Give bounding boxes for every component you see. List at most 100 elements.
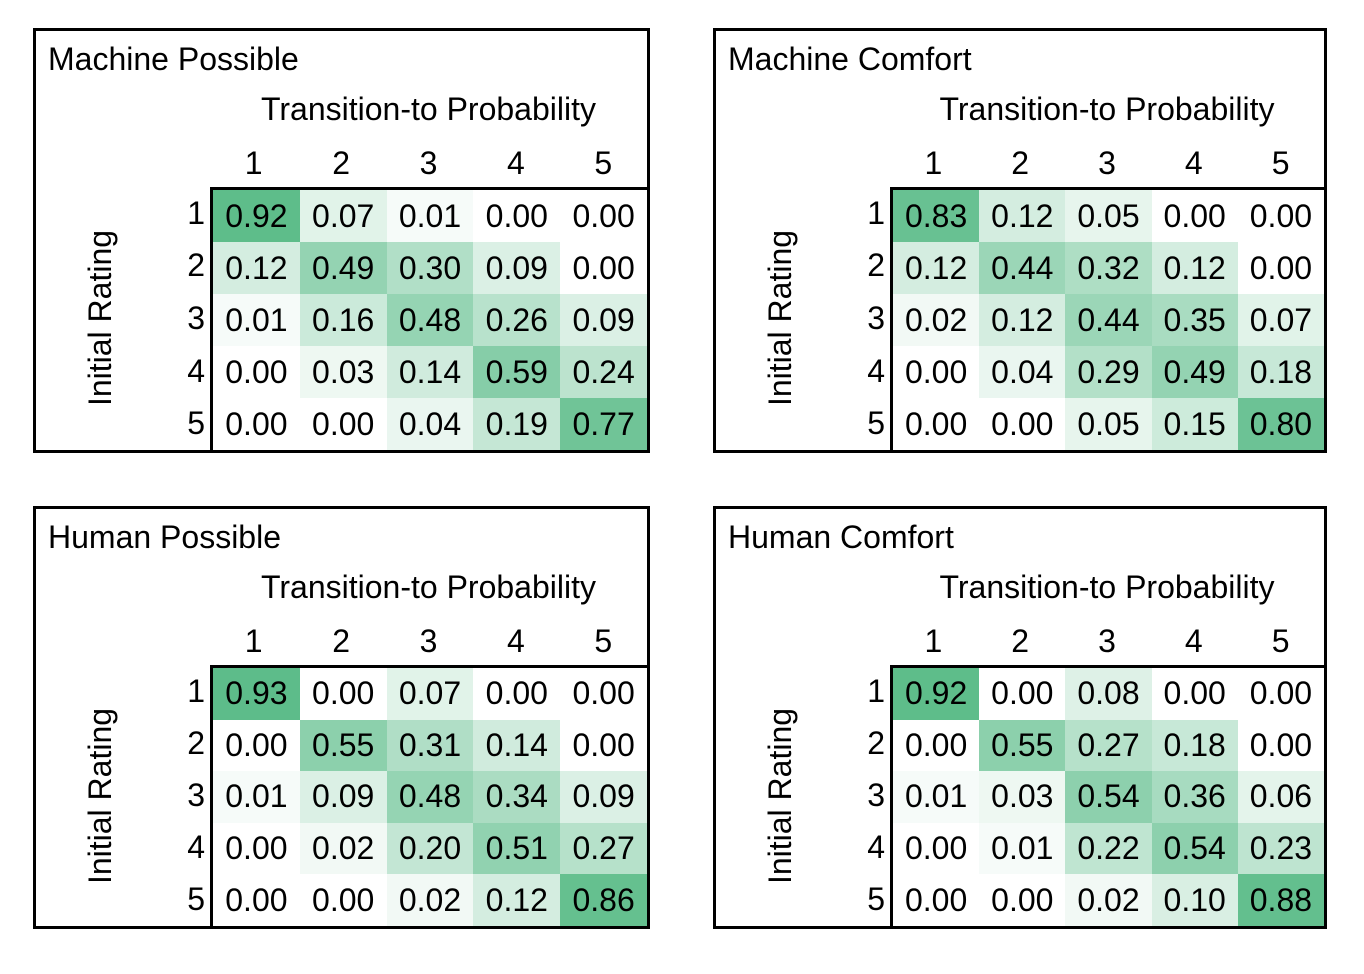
- x-axis-ticks: 1 2 3 4 5: [890, 617, 1324, 665]
- matrix-cell: 0.44: [1065, 294, 1152, 346]
- y-tick-label: 1: [867, 672, 885, 709]
- x-tick-label: 4: [506, 144, 525, 181]
- x-tick-label: 5: [1271, 144, 1290, 181]
- matrix-cell: 0.09: [299, 771, 387, 823]
- matrix-cell: 0.00: [893, 346, 980, 398]
- matrix-cell: 0.00: [1237, 242, 1324, 294]
- matrix-cell: 0.03: [299, 346, 387, 398]
- x-axis-ticks: 1 2 3 4 5: [890, 139, 1324, 187]
- x-axis-title: Transition-to Probability: [939, 569, 1275, 605]
- matrix-cell: 0.55: [979, 719, 1066, 772]
- y-tick-label: 3: [867, 776, 885, 813]
- x-tick-label: 2: [332, 622, 350, 659]
- matrix-cell: 0.49: [1151, 346, 1238, 398]
- matrix-cell: 0.03: [979, 771, 1066, 823]
- matrix-cell: 0.48: [386, 294, 474, 346]
- matrix-cell: 0.18: [1237, 346, 1324, 398]
- x-tick-label: 2: [1011, 622, 1030, 659]
- matrix-cell: 0.92: [893, 668, 980, 720]
- y-tick-label: 2: [867, 247, 885, 284]
- matrix-cell: 0.07: [386, 668, 474, 720]
- y-tick-label: 1: [867, 194, 885, 231]
- matrix-cell: 0.00: [560, 242, 647, 294]
- y-tick-label: 4: [867, 352, 885, 389]
- y-tick-label: 2: [867, 724, 885, 761]
- matrix-cell: 0.54: [1151, 822, 1238, 875]
- matrix-cell: 0.36: [1151, 771, 1238, 823]
- matrix-cell: 0.77: [560, 398, 647, 450]
- y-tick-label: 1: [187, 194, 205, 231]
- heatmap-grid: 0.92 0.00 0.08 0.00 0.00 0.00 0.55 0.27 0.18 0.00…: [890, 665, 1324, 926]
- matrix-cell: 0.12: [213, 242, 300, 294]
- heatmap-grid: 0.83 0.12 0.05 0.00 0.00 0.12 0.44 0.32 0.12 0.00…: [890, 187, 1324, 450]
- matrix-cell: 0.15: [1151, 398, 1238, 450]
- matrix-cell: 0.00: [1237, 668, 1324, 720]
- heatmap-panel-machine-comfort: Machine Comfort Transition-to Probabilit…: [713, 28, 1327, 453]
- x-tick-label: 2: [332, 144, 350, 181]
- x-axis-title: Transition-to Probability: [261, 569, 596, 605]
- matrix-cell: 0.07: [299, 190, 387, 242]
- x-tick-label: 1: [924, 622, 943, 659]
- matrix-cell: 0.32: [1065, 242, 1152, 294]
- x-tick-label: 3: [419, 144, 438, 181]
- matrix-cell: 0.00: [299, 874, 387, 926]
- matrix-cell: 0.30: [386, 242, 474, 294]
- y-axis-title: Initial Rating: [762, 707, 798, 885]
- matrix-cell: 0.44: [979, 242, 1066, 294]
- matrix-cell: 0.10: [1151, 874, 1238, 926]
- matrix-cell: 0.00: [560, 668, 647, 720]
- matrix-cell: 0.04: [386, 398, 474, 450]
- matrix-cell: 0.00: [893, 719, 980, 772]
- matrix-cell: 0.18: [1151, 719, 1238, 772]
- x-tick-label: 5: [1271, 622, 1290, 659]
- x-axis-title: Transition-to Probability: [261, 91, 596, 127]
- panel-title: Human Possible: [48, 519, 281, 555]
- matrix-cell: 0.92: [213, 190, 300, 242]
- matrix-cell: 0.02: [893, 294, 980, 346]
- matrix-cell: 0.01: [213, 294, 300, 346]
- heatmap-panel-machine-possible: Machine Possible Transition-to Probabili…: [33, 28, 650, 453]
- matrix-cell: 0.16: [299, 294, 387, 346]
- matrix-cell: 0.12: [979, 294, 1066, 346]
- y-tick-label: 2: [187, 724, 205, 761]
- y-tick-label: 4: [867, 829, 885, 866]
- heatmap-grid: 0.92 0.07 0.01 0.00 0.00 0.12 0.49 0.30 0.09 0.00…: [210, 187, 647, 450]
- x-axis-title: Transition-to Probability: [939, 91, 1275, 127]
- panel-title: Human Comfort: [728, 519, 954, 555]
- matrix-cell: 0.00: [299, 398, 387, 450]
- x-tick-label: 2: [1011, 144, 1030, 181]
- matrix-cell: 0.20: [386, 822, 474, 875]
- matrix-cell: 0.48: [386, 771, 474, 823]
- matrix-cell: 0.23: [1237, 822, 1324, 875]
- matrix-cell: 0.00: [1151, 668, 1238, 720]
- panel-title: Machine Comfort: [728, 41, 972, 77]
- matrix-cell: 0.09: [560, 771, 647, 823]
- matrix-cell: 0.34: [473, 771, 561, 823]
- matrix-cell: 0.51: [473, 822, 561, 875]
- matrix-cell: 0.02: [1065, 874, 1152, 926]
- x-tick-label: 4: [1184, 144, 1203, 181]
- y-axis-ticks: 1 2 3 4 5: [36, 187, 210, 450]
- matrix-cell: 0.54: [1065, 771, 1152, 823]
- matrix-cell: 0.12: [1151, 242, 1238, 294]
- matrix-cell: 0.22: [1065, 822, 1152, 875]
- y-axis-ticks: 1 2 3 4 5: [716, 665, 890, 926]
- matrix-cell: 0.12: [473, 874, 561, 926]
- matrix-cell: 0.80: [1237, 398, 1324, 450]
- matrix-cell: 0.27: [1065, 719, 1152, 772]
- matrix-cell: 0.29: [1065, 346, 1152, 398]
- matrix-cell: 0.00: [893, 822, 980, 875]
- matrix-cell: 0.14: [386, 346, 474, 398]
- y-axis-ticks: 1 2 3 4 5: [716, 187, 890, 450]
- matrix-cell: 0.83: [893, 190, 980, 242]
- matrix-cell: 0.00: [473, 668, 561, 720]
- x-tick-label: 3: [1098, 622, 1116, 659]
- matrix-cell: 0.04: [979, 346, 1066, 398]
- matrix-cell: 0.31: [386, 719, 474, 772]
- matrix-cell: 0.00: [893, 398, 980, 450]
- matrix-cell: 0.00: [979, 398, 1066, 450]
- matrix-cell: 0.35: [1151, 294, 1238, 346]
- matrix-cell: 0.01: [213, 771, 300, 823]
- y-tick-label: 2: [187, 247, 205, 284]
